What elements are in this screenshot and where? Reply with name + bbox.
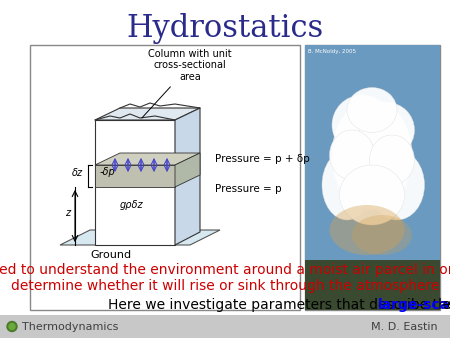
Ellipse shape bbox=[322, 150, 372, 220]
Ellipse shape bbox=[332, 100, 412, 210]
FancyBboxPatch shape bbox=[95, 120, 175, 245]
FancyBboxPatch shape bbox=[30, 45, 300, 310]
Ellipse shape bbox=[329, 205, 405, 255]
Text: z: z bbox=[65, 208, 71, 218]
Ellipse shape bbox=[339, 165, 405, 225]
Polygon shape bbox=[175, 153, 200, 187]
Polygon shape bbox=[175, 108, 200, 245]
Ellipse shape bbox=[347, 88, 397, 132]
Text: gρδz: gρδz bbox=[120, 200, 144, 210]
Ellipse shape bbox=[369, 135, 414, 185]
Ellipse shape bbox=[352, 215, 412, 255]
Polygon shape bbox=[95, 153, 200, 165]
Text: M. D. Eastin: M. D. Eastin bbox=[371, 321, 438, 332]
Text: Here we investigate parameters that describe the: Here we investigate parameters that desc… bbox=[108, 298, 450, 312]
Text: We need to understand the environment around a moist air parcel in order to
dete: We need to understand the environment ar… bbox=[0, 263, 450, 293]
Ellipse shape bbox=[332, 95, 392, 155]
Text: Pressure = p: Pressure = p bbox=[215, 184, 282, 194]
FancyBboxPatch shape bbox=[305, 45, 440, 310]
Text: δz: δz bbox=[72, 168, 82, 178]
Text: Thermodynamics: Thermodynamics bbox=[22, 321, 118, 332]
Text: Hydrostatics: Hydrostatics bbox=[126, 13, 324, 44]
Polygon shape bbox=[60, 230, 220, 245]
Text: large-scale: large-scale bbox=[378, 298, 450, 312]
Text: Ground: Ground bbox=[90, 250, 131, 260]
Text: -δp: -δp bbox=[100, 167, 116, 177]
Bar bbox=[305, 260, 440, 310]
Ellipse shape bbox=[369, 150, 424, 220]
Circle shape bbox=[7, 321, 17, 332]
Text: Column with unit
cross-sectional
area: Column with unit cross-sectional area bbox=[142, 49, 232, 118]
Bar bbox=[305, 45, 440, 310]
Ellipse shape bbox=[360, 102, 414, 158]
Ellipse shape bbox=[329, 130, 374, 180]
FancyBboxPatch shape bbox=[95, 165, 175, 187]
Text: B. McNoldy, 2005: B. McNoldy, 2005 bbox=[308, 49, 356, 54]
Text: environment: environment bbox=[438, 298, 450, 312]
Circle shape bbox=[9, 323, 15, 330]
Text: Pressure = p + δp: Pressure = p + δp bbox=[215, 154, 310, 164]
FancyBboxPatch shape bbox=[0, 315, 450, 338]
Polygon shape bbox=[95, 108, 200, 120]
